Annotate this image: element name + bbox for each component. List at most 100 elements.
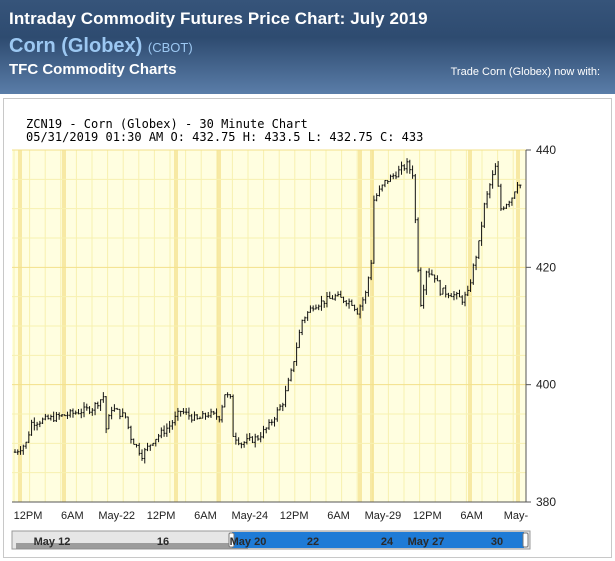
ohlc-bar [162, 425, 166, 437]
y-tick-label: 380 [536, 495, 556, 509]
x-tick-label: May-29 [365, 510, 402, 522]
ohlc-bar [71, 408, 75, 418]
ohlc-bar [320, 295, 323, 311]
ohlc-bar [323, 300, 326, 308]
ohlc-bar [507, 200, 511, 208]
ohlc-bar [372, 195, 376, 264]
ohlc-bar [99, 399, 102, 411]
ohlc-bar [256, 435, 260, 441]
ohlc-bar [187, 407, 191, 420]
ohlc-bar [452, 291, 456, 301]
ohlc-bar [198, 416, 202, 420]
ohlc-bar [77, 408, 80, 415]
ohlc-bar [93, 402, 97, 416]
exchange-label: (CBOT) [147, 40, 193, 55]
x-tick-label: 12PM [280, 510, 309, 522]
ohlc-bar [466, 285, 469, 297]
ohlc-bar [394, 171, 398, 180]
ohlc-bar [60, 414, 64, 417]
ohlc-bar [416, 217, 420, 273]
ohlc-bar [212, 410, 215, 415]
ohlc-bar [85, 403, 88, 411]
ohlc-bar [160, 427, 163, 439]
navigator-selection[interactable] [232, 532, 524, 548]
navigator-left-handle[interactable] [228, 532, 235, 548]
x-tick-label: 12PM [147, 510, 176, 522]
y-tick-label: 440 [536, 143, 556, 157]
ohlc-bar [173, 411, 177, 426]
ohlc-bar [80, 408, 83, 419]
ohlc-bar [41, 417, 44, 425]
ohlc-bar [88, 406, 91, 415]
ohlc-bar [281, 402, 285, 412]
x-tick-label: May-22 [98, 510, 135, 522]
ohlc-bar [287, 377, 290, 392]
ohlc-bar [182, 408, 185, 415]
ohlc-bar [380, 184, 384, 192]
ohlc-bar [408, 159, 412, 174]
x-tick-label: 12PM [413, 510, 442, 522]
ohlc-bar [367, 276, 370, 297]
ohlc-bar [450, 293, 453, 298]
ohlc-bar [218, 415, 221, 423]
ohlc-bar [519, 184, 522, 189]
ohlc-bar [436, 275, 439, 282]
ohlc-bar [350, 299, 354, 306]
ohlc-bar [146, 442, 149, 452]
ohlc-bar [196, 414, 199, 420]
ohlc-bar [176, 407, 180, 421]
product-name[interactable]: Corn (Globex) [9, 35, 143, 57]
y-tick-label: 420 [536, 260, 556, 274]
ohlc-bar [240, 442, 243, 449]
navigator-date-label: 30 [491, 536, 503, 548]
ohlc-bar [234, 432, 238, 445]
navigator-right-handle[interactable] [522, 532, 529, 548]
ohlc-bar [57, 412, 61, 420]
site-name: TFC Commodity Charts [9, 61, 177, 78]
ohlc-bar [314, 304, 318, 310]
ohlc-bar [171, 420, 174, 430]
ohlc-bar [223, 394, 227, 408]
ohlc-bar [414, 173, 417, 224]
ohlc-bar [444, 285, 447, 298]
ohlc-bar [91, 408, 94, 416]
ohlc-bar [345, 300, 348, 307]
ohlc-bar [309, 305, 312, 313]
x-tick-label: 6AM [194, 510, 217, 522]
ohlc-bar [231, 394, 235, 437]
ohlc-bar [433, 274, 436, 283]
ohlc-bar [441, 287, 445, 295]
chart-title: ZCN19 - Corn (Globex) - 30 Minute Chart [26, 117, 308, 131]
ohlc-bar [491, 170, 494, 189]
ohlc-bar [458, 289, 461, 298]
ohlc-bar [102, 392, 105, 403]
date-navigator[interactable]: May 12 16 May 20 22 24 May 27 30 [11, 530, 531, 550]
ohlc-bar [400, 161, 403, 175]
ohlc-bar [347, 298, 351, 309]
ohlc-bar [339, 290, 342, 298]
ohlc-bar [35, 421, 39, 431]
ohlc-bar [69, 409, 72, 418]
ohlc-bar [265, 427, 268, 434]
ohlc-bar [55, 411, 58, 422]
ohlc-bar [499, 183, 503, 211]
ohlc-bar [334, 293, 337, 301]
ohlc-bar [13, 449, 17, 453]
navigator-date-label: May 12 [34, 536, 71, 548]
trade-link[interactable]: Trade Corn (Globex) now with: [450, 66, 600, 78]
ohlc-bar [226, 392, 229, 398]
ohlc-bar [427, 268, 431, 278]
ohlc-bar [289, 368, 293, 382]
ohlc-bar [295, 342, 298, 366]
ohlc-bar [303, 316, 307, 324]
ohlc-bar [215, 408, 218, 420]
ohlc-bar [325, 292, 329, 308]
ohlc-bar [193, 411, 196, 421]
ohlc-bar [510, 197, 514, 206]
ohlc-readout: 05/31/2019 01:30 AM O: 432.75 H: 433.5 L… [26, 130, 424, 144]
x-tick-label: 6AM [460, 510, 483, 522]
ohlc-bar [461, 295, 464, 305]
ohlc-bar [129, 425, 133, 444]
x-tick-label: 6AM [61, 510, 84, 522]
